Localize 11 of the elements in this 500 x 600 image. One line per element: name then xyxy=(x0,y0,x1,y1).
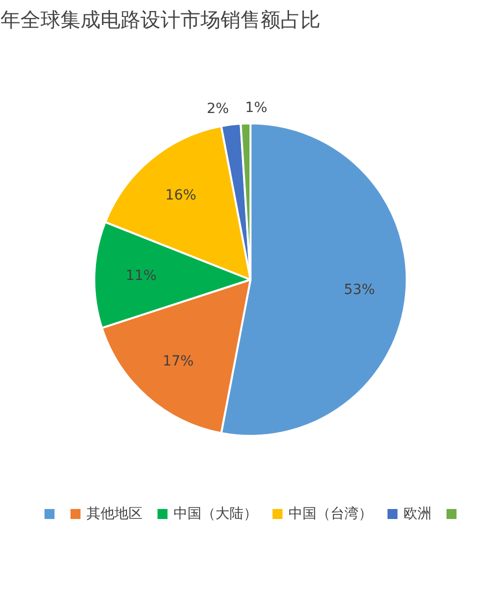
data-label: 17% xyxy=(162,354,194,370)
legend-label: 欧洲 xyxy=(404,506,432,522)
legend-label: 中国（大陆） xyxy=(174,506,258,522)
data-label: 2% xyxy=(206,101,229,118)
chart-title: 年全球集成电路设计市场销售额占比 xyxy=(0,8,320,32)
legend-label: 中国（台湾） xyxy=(288,506,372,522)
data-label: 1% xyxy=(245,100,268,116)
data-label: 11% xyxy=(126,268,157,284)
data-label: 53% xyxy=(344,282,375,298)
legend-label: 其他地区 xyxy=(86,506,142,522)
data-label: 16% xyxy=(165,187,196,204)
